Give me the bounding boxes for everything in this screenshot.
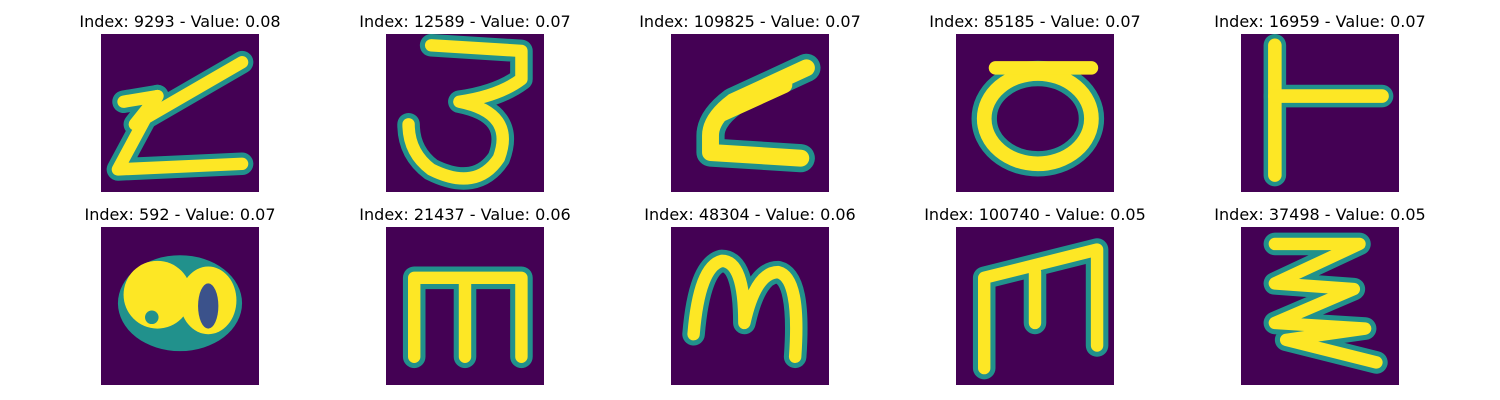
o-icon (956, 34, 1114, 192)
panel-title: Index: 37498 - Value: 0.05 (1214, 205, 1426, 224)
digit-image (1241, 227, 1399, 385)
panel-title: Index: 100740 - Value: 0.05 (924, 205, 1146, 224)
panel-title: Index: 109825 - Value: 0.07 (639, 12, 861, 31)
m-boxy-icon (956, 227, 1114, 385)
z-icon (101, 34, 259, 192)
t-rotated-icon (1241, 34, 1399, 192)
digit-image (956, 34, 1114, 192)
digit-image (1241, 34, 1399, 192)
digit-image (671, 227, 829, 385)
panel-title: Index: 16959 - Value: 0.07 (1214, 12, 1426, 31)
zigzag-icon (1241, 227, 1399, 385)
digit-image (956, 227, 1114, 385)
panel-title: Index: 9293 - Value: 0.08 (79, 12, 281, 31)
m-icon (386, 227, 544, 385)
digit-image (101, 227, 259, 385)
panel-title: Index: 48304 - Value: 0.06 (644, 205, 856, 224)
digit-image (386, 227, 544, 385)
slanted-e-icon (671, 34, 829, 192)
m-script-icon (671, 227, 829, 385)
panel-title: Index: 85185 - Value: 0.07 (929, 12, 1141, 31)
blob-icon (101, 227, 259, 385)
three-icon (386, 34, 544, 192)
panel-title: Index: 12589 - Value: 0.07 (359, 12, 571, 31)
panel-title: Index: 592 - Value: 0.07 (84, 205, 276, 224)
digit-image (101, 34, 259, 192)
digit-image (386, 34, 544, 192)
panel-title: Index: 21437 - Value: 0.06 (359, 205, 571, 224)
digit-image (671, 34, 829, 192)
